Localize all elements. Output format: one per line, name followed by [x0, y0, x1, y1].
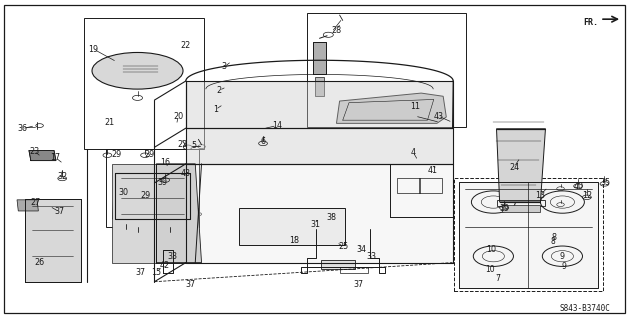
Polygon shape — [17, 200, 38, 211]
Text: 5: 5 — [191, 140, 196, 149]
Bar — [106, 149, 199, 227]
Polygon shape — [29, 150, 56, 161]
Polygon shape — [186, 164, 453, 263]
Text: 3: 3 — [221, 62, 226, 71]
Text: 9: 9 — [562, 262, 567, 271]
Text: 8: 8 — [552, 233, 557, 242]
Text: 8: 8 — [550, 237, 555, 246]
Bar — [239, 208, 345, 245]
Text: 23: 23 — [29, 147, 39, 156]
Bar — [501, 205, 540, 212]
Polygon shape — [459, 182, 598, 288]
Text: 39: 39 — [499, 204, 509, 213]
Text: 9: 9 — [559, 252, 564, 261]
Text: 13: 13 — [535, 191, 545, 200]
Polygon shape — [496, 129, 545, 202]
Text: 21: 21 — [105, 118, 115, 127]
Bar — [307, 13, 465, 126]
Text: 34: 34 — [356, 245, 366, 254]
Text: 27: 27 — [30, 197, 40, 206]
Text: 10: 10 — [486, 265, 495, 275]
Text: 36: 36 — [17, 124, 27, 133]
Text: 24: 24 — [509, 163, 519, 172]
Text: 42: 42 — [159, 261, 170, 270]
Polygon shape — [25, 199, 81, 282]
Text: 17: 17 — [50, 153, 60, 162]
Text: 10: 10 — [486, 245, 496, 254]
Text: FR.: FR. — [583, 19, 598, 28]
Text: 30: 30 — [119, 188, 129, 197]
Text: 35: 35 — [601, 179, 611, 188]
Text: 37: 37 — [54, 207, 64, 216]
Text: 40: 40 — [574, 182, 584, 191]
Text: 6: 6 — [260, 137, 265, 146]
Text: 20: 20 — [173, 112, 184, 121]
Bar — [340, 268, 368, 273]
Text: 33: 33 — [168, 252, 177, 261]
Text: 37: 37 — [135, 268, 145, 277]
Text: 29: 29 — [140, 191, 151, 200]
Text: 41: 41 — [428, 166, 438, 175]
Text: 18: 18 — [289, 236, 299, 245]
Bar — [321, 260, 355, 269]
Polygon shape — [313, 42, 326, 74]
Text: 2: 2 — [216, 86, 221, 95]
Ellipse shape — [92, 52, 183, 89]
Text: 33: 33 — [367, 252, 377, 261]
Polygon shape — [113, 164, 157, 263]
Polygon shape — [314, 77, 324, 96]
Text: S843-B3740C: S843-B3740C — [560, 304, 611, 313]
Text: 43: 43 — [433, 112, 443, 121]
Text: 22: 22 — [177, 140, 187, 149]
Text: 11: 11 — [410, 102, 420, 111]
Text: 28: 28 — [331, 26, 342, 35]
Bar — [398, 178, 420, 194]
Text: 37: 37 — [186, 280, 196, 289]
Polygon shape — [157, 164, 201, 263]
Text: 22: 22 — [180, 41, 191, 51]
Text: 12: 12 — [582, 191, 592, 200]
Text: 31: 31 — [311, 220, 321, 229]
Text: 26: 26 — [35, 258, 45, 267]
Text: 4: 4 — [411, 148, 416, 156]
Text: 15: 15 — [152, 268, 162, 277]
Text: 7: 7 — [496, 274, 501, 283]
Polygon shape — [119, 170, 139, 172]
Text: 25: 25 — [338, 242, 348, 251]
Polygon shape — [337, 93, 447, 123]
Polygon shape — [113, 173, 190, 219]
Text: 14: 14 — [272, 121, 282, 130]
Text: 1: 1 — [213, 105, 218, 114]
Polygon shape — [186, 128, 453, 164]
Text: 19: 19 — [89, 44, 99, 54]
Polygon shape — [186, 81, 453, 128]
Bar — [420, 178, 442, 194]
Text: 38: 38 — [326, 213, 337, 222]
Text: 37: 37 — [353, 280, 364, 289]
Text: 29: 29 — [112, 150, 122, 159]
Text: 16: 16 — [160, 158, 170, 167]
Text: 39: 39 — [157, 179, 168, 188]
Bar — [496, 200, 545, 206]
Text: 29: 29 — [144, 150, 155, 159]
Text: 32: 32 — [57, 172, 67, 181]
Bar — [454, 178, 603, 291]
Text: 43: 43 — [181, 169, 191, 178]
Bar — [84, 18, 204, 149]
